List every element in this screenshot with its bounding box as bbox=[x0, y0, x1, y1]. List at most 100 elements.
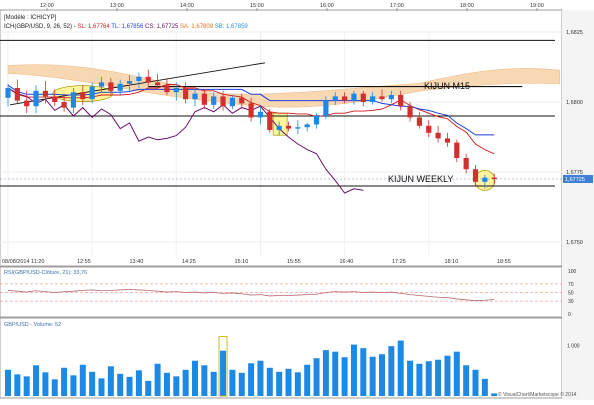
rsi-tick-label: 100 bbox=[568, 269, 577, 275]
candle-body bbox=[332, 96, 338, 101]
volume-bar bbox=[61, 367, 68, 396]
rsi-panel bbox=[0, 266, 563, 318]
top-time-label: 16:00 bbox=[320, 3, 334, 9]
current-price-badge bbox=[563, 175, 593, 183]
candle-body bbox=[183, 88, 189, 100]
candle-body bbox=[313, 116, 320, 125]
rsi-tick-label: 50 bbox=[568, 291, 574, 297]
candle-body bbox=[426, 125, 432, 133]
volume-bar bbox=[491, 393, 498, 396]
time-tick-label: 14:25 bbox=[182, 259, 196, 265]
candle-body bbox=[220, 96, 226, 107]
current-price-label: 1,67725 bbox=[565, 177, 585, 183]
candle-body bbox=[257, 111, 264, 118]
candle-body bbox=[33, 90, 39, 107]
time-tick-label: 15:10 bbox=[235, 259, 249, 265]
date-label: 08/08/2014 11:20 bbox=[2, 259, 44, 265]
candle-body bbox=[379, 96, 385, 100]
volume-bar bbox=[192, 360, 198, 396]
candle-body bbox=[463, 158, 469, 170]
candle-body bbox=[98, 82, 105, 87]
rsi-line bbox=[7, 289, 495, 302]
top-time-label: 12:00 bbox=[40, 3, 54, 9]
volume-bar bbox=[23, 376, 30, 396]
candle-body bbox=[248, 103, 254, 118]
candle-body bbox=[126, 81, 133, 84]
volume-bar bbox=[220, 350, 227, 396]
price-tick-label: 1,6750 bbox=[566, 240, 583, 246]
candle-body bbox=[444, 138, 451, 143]
candle-body bbox=[52, 96, 58, 102]
volume-bar bbox=[229, 369, 236, 396]
kijun-line bbox=[7, 84, 495, 136]
volume-bar bbox=[266, 367, 273, 396]
volume-bar bbox=[42, 372, 49, 396]
horizontal-levels bbox=[0, 39, 562, 187]
volume-bar bbox=[407, 360, 414, 396]
volume-bar bbox=[117, 373, 124, 396]
candle-body bbox=[276, 125, 282, 130]
candle-body bbox=[42, 90, 48, 97]
volume-bar bbox=[33, 365, 40, 396]
volume-bar bbox=[70, 375, 77, 396]
time-tick-label: 12:55 bbox=[77, 259, 91, 265]
module-label: [Modèle : ICHICYP] bbox=[4, 15, 57, 21]
rsi-tick-label: 30 bbox=[568, 299, 574, 305]
candle-body bbox=[211, 96, 217, 105]
volume-tick-label: 1 000 bbox=[567, 344, 580, 350]
time-tick-label: 16:40 bbox=[340, 259, 354, 265]
volume-bar bbox=[463, 365, 470, 396]
volume-bar bbox=[304, 364, 311, 396]
candle-body bbox=[229, 97, 235, 107]
volume-bar bbox=[313, 358, 320, 396]
volume-bar bbox=[294, 372, 301, 396]
time-tick-label: 15:55 bbox=[287, 259, 301, 265]
legend-prefix: ICH(GBP/USD, 9, 26, 52) - bbox=[4, 24, 77, 30]
legend-item: SB: 1,67859 bbox=[215, 24, 249, 30]
volume-bar bbox=[397, 340, 404, 396]
top-time-label: 18:00 bbox=[460, 3, 474, 9]
candle-body bbox=[155, 82, 161, 86]
kijun-m15-label: KIJUN M15 bbox=[424, 81, 470, 91]
candle-body bbox=[398, 95, 404, 107]
volume-bar bbox=[416, 363, 423, 396]
candle-body bbox=[164, 85, 170, 93]
candle-body bbox=[472, 169, 479, 182]
candle-body bbox=[14, 88, 20, 101]
top-time-label: 13:00 bbox=[110, 3, 124, 9]
candle-body bbox=[136, 76, 142, 81]
time-axis: 08/08/2014 11:20 12:55 13:40 14:25 15:10 15:5… bbox=[2, 259, 511, 265]
legend-item: TL: 1,67856 bbox=[111, 24, 145, 30]
top-time-label: 19:00 bbox=[530, 3, 544, 9]
price-tick-label: 1,6800 bbox=[566, 100, 583, 106]
volume-plot: 1 000 bbox=[5, 336, 580, 397]
top-time-label: 17:00 bbox=[390, 3, 404, 9]
rsi-tick-label: 0 bbox=[568, 312, 571, 318]
volume-bar bbox=[472, 369, 479, 396]
candle-body bbox=[407, 106, 413, 118]
candle-body bbox=[117, 83, 123, 91]
candle-body bbox=[370, 96, 376, 102]
copyright-text: © VisualChart/Marketscope © 2014 bbox=[498, 391, 577, 398]
volume-bar bbox=[360, 348, 367, 396]
price-axis: 1,6825 1,6800 1,6775 1,6750 1,67725 bbox=[563, 30, 593, 246]
candle-body bbox=[108, 82, 114, 91]
volume-bar bbox=[89, 371, 96, 396]
rsi-plot: 100 70 50 30 0 bbox=[0, 269, 577, 318]
time-tick-label: 17:25 bbox=[392, 259, 406, 265]
volume-bar bbox=[435, 359, 442, 396]
candle-body bbox=[192, 93, 198, 100]
candle-body bbox=[435, 132, 441, 139]
candle-body bbox=[342, 96, 348, 101]
volume-bar bbox=[257, 360, 264, 396]
candle-body bbox=[482, 177, 488, 182]
chikou-line bbox=[7, 87, 364, 194]
volume-bar bbox=[182, 369, 189, 396]
candles bbox=[5, 69, 497, 189]
candle-body bbox=[24, 100, 30, 107]
time-tick-label: 13:40 bbox=[130, 259, 144, 265]
volume-bar bbox=[5, 369, 11, 396]
candle-body bbox=[61, 102, 67, 108]
candle-body bbox=[89, 86, 95, 100]
